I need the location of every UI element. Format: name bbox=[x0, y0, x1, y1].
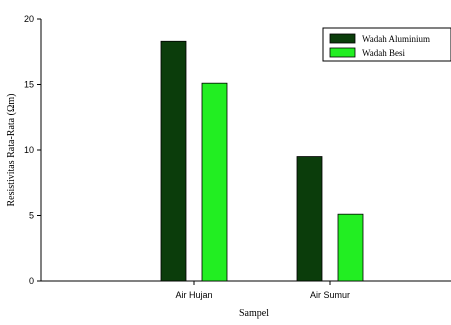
y-tick-label: 15 bbox=[24, 80, 34, 90]
y-axis-title: Resistivitas Rata-Rata (Ωm) bbox=[6, 94, 17, 207]
legend-label-besi: Wadah Besi bbox=[362, 48, 406, 58]
y-tick-label: 10 bbox=[24, 145, 34, 155]
y-axis-ticks: 0 5 10 15 20 bbox=[24, 14, 41, 286]
x-category-label: Air Hujan bbox=[175, 290, 212, 300]
bar-wadah-besi-air-sumur bbox=[337, 213, 364, 282]
x-category-label: Air Sumur bbox=[310, 290, 350, 300]
bar-wadah-aluminium-air-sumur bbox=[296, 156, 323, 282]
bar-wadah-aluminium-air-hujan bbox=[160, 40, 187, 282]
legend-swatch-besi bbox=[329, 47, 356, 58]
x-axis-categories: Air Hujan Air Sumur bbox=[175, 281, 350, 300]
y-tick-label: 5 bbox=[29, 211, 34, 221]
y-tick-label: 0 bbox=[29, 276, 34, 286]
bar-wadah-besi-air-hujan bbox=[201, 82, 228, 282]
y-tick-label: 20 bbox=[24, 14, 34, 24]
legend-swatch-aluminium bbox=[329, 33, 356, 44]
legend: Wadah Aluminium Wadah Besi bbox=[322, 27, 451, 62]
bars-group bbox=[160, 40, 364, 282]
legend-label-aluminium: Wadah Aluminium bbox=[362, 34, 430, 44]
x-axis-title: Sampel bbox=[239, 308, 269, 319]
